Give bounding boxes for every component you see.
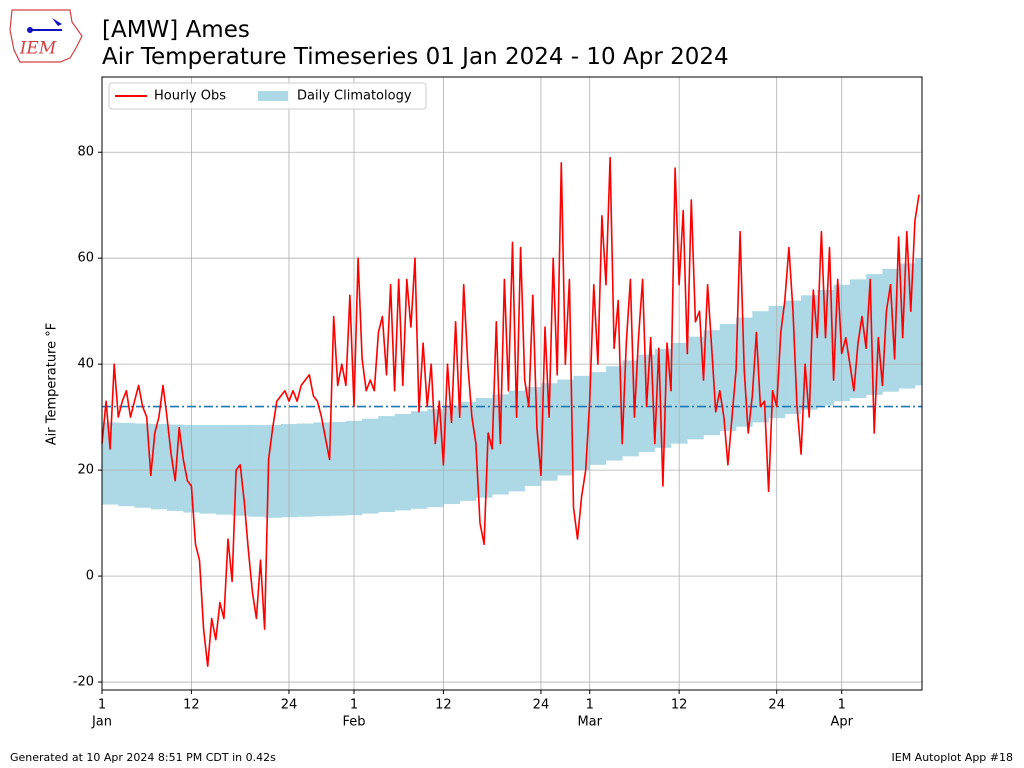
climatology-bar: [199, 425, 217, 514]
climatology-bar: [475, 398, 493, 498]
climatology-bar: [589, 372, 607, 465]
x-tick-label: 12: [671, 698, 688, 713]
logo: IEM: [9, 9, 83, 63]
climatology-bar: [573, 375, 591, 471]
climatology-bar: [540, 383, 558, 481]
y-tick-label: 0: [86, 569, 94, 584]
climatology-bar: [102, 422, 119, 505]
chart-subtitle: Air Temperature Timeseries 01 Jan 2024 -…: [102, 44, 729, 70]
climatology-bar: [492, 394, 509, 495]
climatology-bar: [784, 300, 802, 414]
climatology-bar: [801, 295, 818, 410]
climatology-bar: [427, 409, 444, 508]
footer-right: IEM Autoplot App #18: [892, 751, 1014, 764]
x-tick-label: 24: [768, 698, 785, 713]
climatology-bar: [524, 386, 542, 487]
climatology-bar: [134, 423, 152, 508]
climatology-bar: [167, 424, 184, 511]
legend-label: Hourly Obs: [154, 89, 226, 104]
climatology-bar: [118, 422, 135, 507]
y-tick-label: 40: [77, 357, 94, 372]
climatology-bar: [882, 268, 899, 392]
climatology-bar: [378, 416, 395, 512]
x-month-label: Mar: [577, 715, 602, 730]
series-line: [101, 156, 920, 667]
climatology-bar: [687, 336, 704, 440]
climatology-bar: [313, 422, 330, 517]
x-tick-label: 1: [586, 698, 594, 713]
climatology-bar: [557, 379, 574, 476]
climatology-bar: [866, 274, 883, 395]
climatology-bar: [264, 425, 282, 518]
climatology-bar: [817, 289, 834, 406]
climatology-bar: [410, 411, 428, 509]
x-tick-label: 1: [350, 698, 358, 713]
x-month-label: Apr: [830, 715, 853, 730]
logo-arrow: [52, 18, 62, 26]
footer-left: Generated at 10 Apr 2024 8:51 PM CDT in …: [10, 751, 276, 764]
x-tick-label: 24: [281, 698, 298, 713]
climatology-bar: [248, 425, 265, 517]
climatology-bar: [719, 323, 737, 431]
y-tick-label: 60: [77, 251, 94, 266]
x-month-label: Feb: [342, 715, 365, 730]
climatology-bar: [605, 366, 623, 461]
climatology-bar: [150, 424, 168, 510]
climatology-bar: [914, 258, 923, 386]
x-tick-label: 1: [98, 698, 106, 713]
legend-label: Daily Climatology: [297, 89, 412, 104]
logo-dot: [27, 27, 33, 33]
legend-swatch: [258, 91, 288, 101]
climatology-bar: [329, 421, 347, 516]
logo-text: IEM: [19, 39, 57, 59]
x-tick-label: 12: [183, 698, 200, 713]
x-tick-label: 24: [533, 698, 550, 713]
y-tick-label: 80: [77, 145, 94, 160]
y-axis-label: Air Temperature °F: [45, 323, 60, 445]
x-month-label: Jan: [91, 715, 112, 730]
y-tick-label: -20: [73, 675, 94, 690]
logo-outline: [9, 9, 83, 63]
climatology-bar: [443, 405, 460, 505]
climatology-bar: [362, 418, 379, 514]
y-tick-label: 20: [77, 463, 94, 478]
climatology-bar: [622, 360, 639, 457]
chart-title: [AMW] Ames: [102, 17, 250, 43]
climatology-bar: [508, 390, 526, 492]
climatology-bar: [394, 413, 412, 511]
x-tick-label: 12: [435, 698, 452, 713]
plot-frame: [101, 76, 923, 691]
climatology-bar: [459, 401, 477, 501]
x-tick-label: 1: [838, 698, 846, 713]
